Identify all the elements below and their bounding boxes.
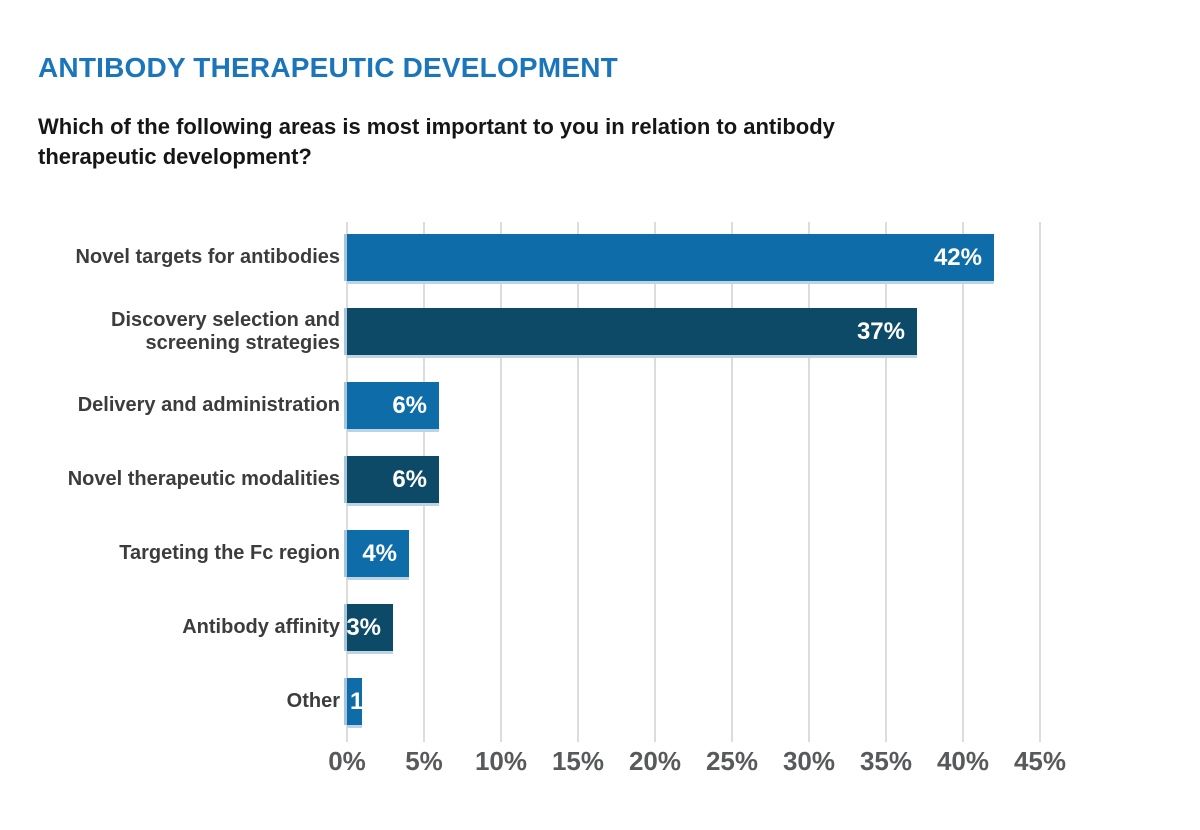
category-label: Discovery selection and screening strate… — [111, 308, 340, 354]
page-title: ANTIBODY THERAPEUTIC DEVELOPMENT — [38, 52, 618, 83]
x-axis-tick-label: 15% — [551, 746, 605, 776]
bar-value-label: 6% — [392, 465, 427, 493]
gridline — [885, 222, 887, 742]
survey-question-line2: therapeutic development? — [38, 144, 312, 170]
bar: 6% — [347, 456, 439, 503]
x-axis-tick-label: 25% — [705, 746, 759, 776]
bar: 4% — [347, 530, 409, 577]
gridline — [808, 222, 810, 742]
survey-question: Which of the following areas is most imp… — [38, 112, 835, 173]
x-axis-tick-label: 30% — [782, 746, 836, 776]
gridline — [654, 222, 656, 742]
category-label: Novel targets for antibodies — [75, 246, 341, 268]
category-label: Targeting the Fc region — [119, 542, 340, 564]
bar: 42% — [347, 234, 994, 281]
category-label: Other — [286, 690, 340, 712]
category-label: Antibody affinity — [182, 616, 340, 638]
category-label: Delivery and administration — [77, 394, 340, 416]
x-axis-tick-label: 45% — [1013, 746, 1067, 776]
bar: 37% — [347, 308, 917, 355]
x-axis-tick-label: 20% — [628, 746, 682, 776]
bar-value-label: 3% — [346, 613, 381, 641]
bar-value-label: 6% — [392, 391, 427, 419]
x-axis-tick-label: 5% — [405, 746, 443, 776]
bar: 3% — [346, 604, 393, 651]
bar: 1% — [347, 678, 385, 725]
x-axis-tick-label: 0% — [328, 746, 366, 776]
gridline — [500, 222, 502, 742]
gridline — [577, 222, 579, 742]
bar-value-label: 1% — [350, 687, 385, 715]
gridline — [731, 222, 733, 742]
gridline — [962, 222, 964, 742]
bar-value-label: 42% — [933, 243, 982, 271]
x-axis-tick-label: 35% — [859, 746, 913, 776]
bar: 6% — [347, 382, 439, 429]
x-axis-tick-label: 10% — [474, 746, 528, 776]
gridline — [1039, 222, 1041, 742]
bar-value-label: 37% — [856, 317, 905, 345]
bar-value-label: 4% — [362, 539, 397, 567]
category-label: Novel therapeutic modalities — [67, 468, 340, 490]
survey-question-line1: Which of the following areas is most imp… — [38, 114, 835, 139]
x-axis-tick-label: 40% — [936, 746, 990, 776]
